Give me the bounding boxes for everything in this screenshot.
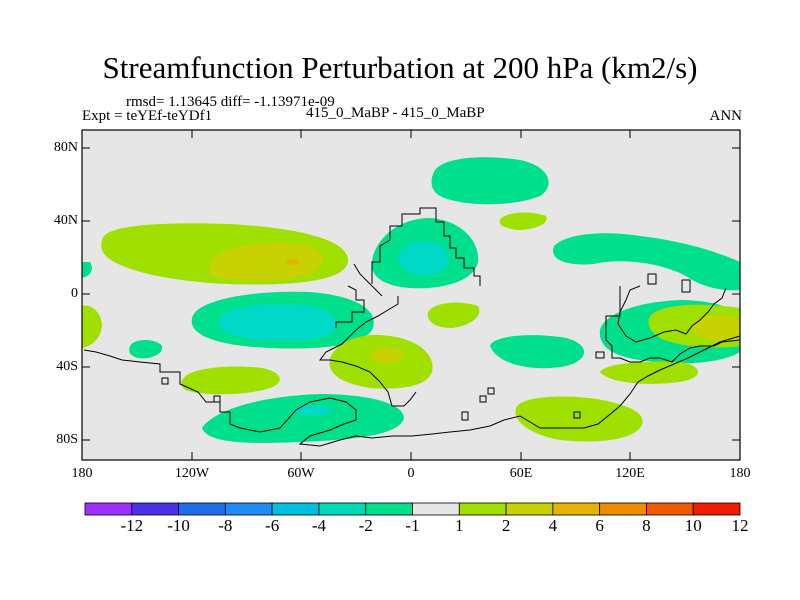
contour-pos-south-pacific bbox=[181, 366, 280, 395]
colorbar-swatch bbox=[84, 502, 133, 516]
lon-tick-label: 180 bbox=[71, 466, 93, 481]
lat-tick-label: 0 bbox=[71, 286, 78, 301]
colorbar-swatch bbox=[178, 502, 226, 516]
contour-pos-southern-indian bbox=[515, 396, 643, 442]
colorbar-swatch bbox=[646, 502, 694, 516]
contour-pos-north-pacific-core bbox=[209, 242, 323, 281]
colorbar-swatch bbox=[552, 502, 601, 516]
colorbar-label: -4 bbox=[311, 516, 326, 535]
coastline-antarctica bbox=[83, 335, 741, 447]
contour-pos-east-australia-core bbox=[691, 315, 740, 342]
lon-tick-label: 120E bbox=[615, 466, 645, 481]
colorbar-label: 8 bbox=[642, 516, 651, 535]
lat-tick-label: 40S bbox=[56, 359, 78, 374]
colorbar-swatch bbox=[458, 502, 507, 516]
coastlines bbox=[83, 207, 741, 447]
colorbar-label: -8 bbox=[218, 516, 233, 535]
colorbar-label: 1 bbox=[455, 516, 464, 535]
colorbar-label: -10 bbox=[167, 516, 190, 535]
contour-neg-arctic bbox=[431, 157, 549, 205]
coastline-north-america bbox=[353, 263, 383, 297]
case-label: 415_0_MaBP - 415_0_MaBP bbox=[306, 105, 485, 121]
lat-tick-label: 80N bbox=[53, 140, 78, 155]
lon-tick-label: 60E bbox=[509, 466, 533, 481]
colorbar-swatch bbox=[365, 502, 413, 516]
coastline-islands bbox=[161, 273, 691, 421]
colorbar-label: 6 bbox=[595, 516, 604, 535]
stats-label: rmsd= 1.13645 diff= -1.13971e-09 bbox=[126, 94, 335, 110]
experiment-label: Expt = teYEf-teYDf1 bbox=[82, 108, 213, 124]
coastline-east-asia bbox=[605, 286, 741, 363]
plot-title: Streamfunction Perturbation at 200 hPa (… bbox=[102, 50, 698, 85]
colorbar-label: -12 bbox=[120, 516, 144, 535]
colorbar-label: -6 bbox=[265, 516, 280, 535]
coastline-australia bbox=[617, 285, 727, 343]
contour-pos-north-atlantic-small bbox=[499, 212, 547, 230]
contour-pos-east-atlantic bbox=[427, 302, 480, 328]
coastline-europe bbox=[371, 207, 481, 286]
colorbar-label: 4 bbox=[548, 516, 558, 535]
contour-neg-southern-core bbox=[294, 405, 332, 416]
colorbar bbox=[84, 502, 741, 516]
colorbar-swatch bbox=[692, 502, 741, 516]
contour-neg-europe-core bbox=[398, 241, 449, 276]
colorbar-swatch bbox=[505, 502, 554, 516]
lat-tick-label: 40N bbox=[53, 213, 78, 228]
colorbar-swatch bbox=[224, 502, 273, 516]
colorbar-swatch bbox=[599, 502, 647, 516]
contour-neg-west-edge bbox=[82, 262, 92, 278]
lon-tick-label: 60W bbox=[287, 466, 315, 481]
lat-tick-label: 80S bbox=[56, 432, 78, 447]
coastline-south-america bbox=[335, 285, 365, 328]
contour-neg-south-pacific-small bbox=[129, 340, 163, 359]
colorbar-label: 10 bbox=[684, 516, 702, 535]
colorbar-label: 12 bbox=[731, 516, 749, 535]
colorbar-swatch bbox=[318, 502, 367, 516]
lon-tick-label: 0 bbox=[407, 466, 415, 481]
colorbar-label: 2 bbox=[501, 516, 511, 535]
axis-ticks bbox=[82, 130, 740, 460]
contour-neg-east-pacific bbox=[490, 335, 584, 369]
map-background bbox=[82, 130, 740, 460]
contour-pos-indian-ocean bbox=[600, 361, 698, 384]
lon-tick-label: 180 bbox=[729, 466, 751, 481]
contour-neg-tropical-core bbox=[218, 304, 337, 341]
contour-pos-west-edge bbox=[82, 305, 102, 348]
colorbar-swatch bbox=[271, 502, 320, 516]
contour-neg-pacific-arc bbox=[553, 233, 740, 291]
contour-fills bbox=[82, 157, 740, 443]
colorbar-label: -2 bbox=[358, 516, 373, 535]
colorbar-label: -1 bbox=[405, 516, 420, 535]
lon-tick-label: 120W bbox=[174, 466, 210, 481]
contour-pos-south-america-core bbox=[371, 347, 404, 364]
coastline-africa bbox=[319, 296, 417, 407]
contour-pos-north-pacific-peak bbox=[286, 259, 300, 265]
colorbar-swatch bbox=[412, 502, 460, 516]
season-label: ANN bbox=[709, 108, 743, 124]
colorbar-swatch bbox=[131, 502, 179, 516]
